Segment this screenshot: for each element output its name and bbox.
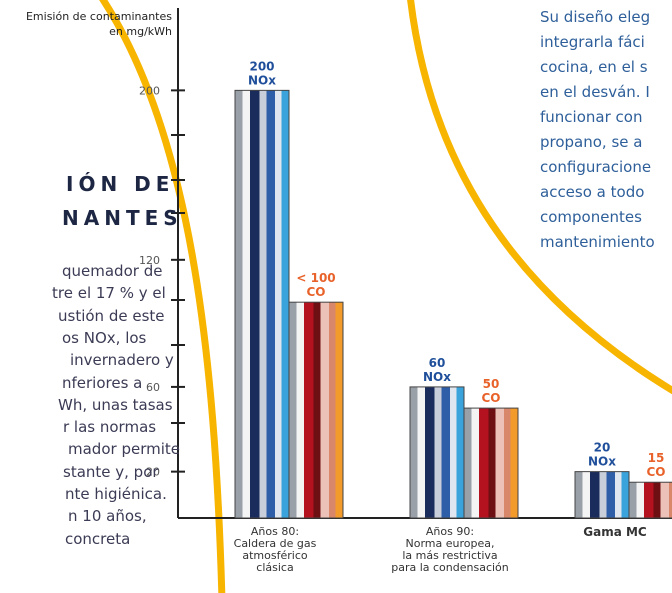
y-label: en mg/kWh <box>109 25 172 38</box>
y-tick-label: 200 <box>139 84 160 97</box>
side-text: en el desván. I <box>540 83 650 101</box>
side-text: cocina, en el s <box>540 58 648 76</box>
side-text: configuracione <box>540 158 651 176</box>
body-text: mador permite <box>68 440 180 458</box>
side-text: integrarla fáci <box>540 33 645 51</box>
value-label: < 100 <box>296 271 335 285</box>
body-text: invernadero y <box>70 351 174 369</box>
body-text: quemador de <box>62 262 162 280</box>
side-text: componentes <box>540 208 642 226</box>
bar <box>575 472 629 518</box>
series-label: CO <box>646 465 665 479</box>
bar <box>410 387 464 518</box>
body-text: stante y, por <box>63 463 159 481</box>
body-text: r las normas <box>63 418 156 436</box>
x-tick-label: Gama MC <box>550 526 672 538</box>
value-label: 20 <box>594 441 611 455</box>
value-label: 60 <box>429 356 446 370</box>
series-label: NOx <box>588 455 616 469</box>
body-text: nte higiénica. <box>65 485 167 503</box>
body-text: os NOx, los <box>62 329 146 347</box>
side-text: propano, se a <box>540 133 642 151</box>
bar <box>235 90 289 518</box>
y-tick-label: 60 <box>146 381 160 394</box>
value-label: 200 <box>249 59 274 73</box>
y-label: Emisión de contaminantes <box>26 10 172 23</box>
heading: IÓN DE <box>66 172 174 196</box>
side-text: Su diseño eleg <box>540 8 650 26</box>
series-label: NOx <box>248 73 276 87</box>
body-text: nferiores a <box>62 374 142 392</box>
body-text: ustión de este <box>58 307 165 325</box>
body-text: tre el 17 % y el <box>52 284 166 302</box>
bar <box>464 408 518 518</box>
side-text: mantenimiento <box>540 233 655 251</box>
side-text: acceso a todo <box>540 183 644 201</box>
body-text: Wh, unas tasas <box>58 396 173 414</box>
heading: NANTES <box>62 206 183 230</box>
value-label: 50 <box>483 377 500 391</box>
page: Emisión de contaminantes en mg/kWh 20 60 1… <box>0 0 672 593</box>
body-text: n 10 años, <box>68 507 147 525</box>
bar <box>289 302 343 518</box>
value-label: 15 <box>648 451 665 465</box>
x-tick-label: Años 90: Norma europea, la más restricti… <box>385 526 515 574</box>
x-tick-label: Años 80: Caldera de gas atmosférico clás… <box>210 526 340 574</box>
side-text: funcionar con <box>540 108 642 126</box>
bar <box>629 482 672 518</box>
series-label: CO <box>306 285 325 299</box>
series-label: NOx <box>423 370 451 384</box>
series-label: CO <box>481 391 500 405</box>
body-text: concreta <box>65 530 130 548</box>
